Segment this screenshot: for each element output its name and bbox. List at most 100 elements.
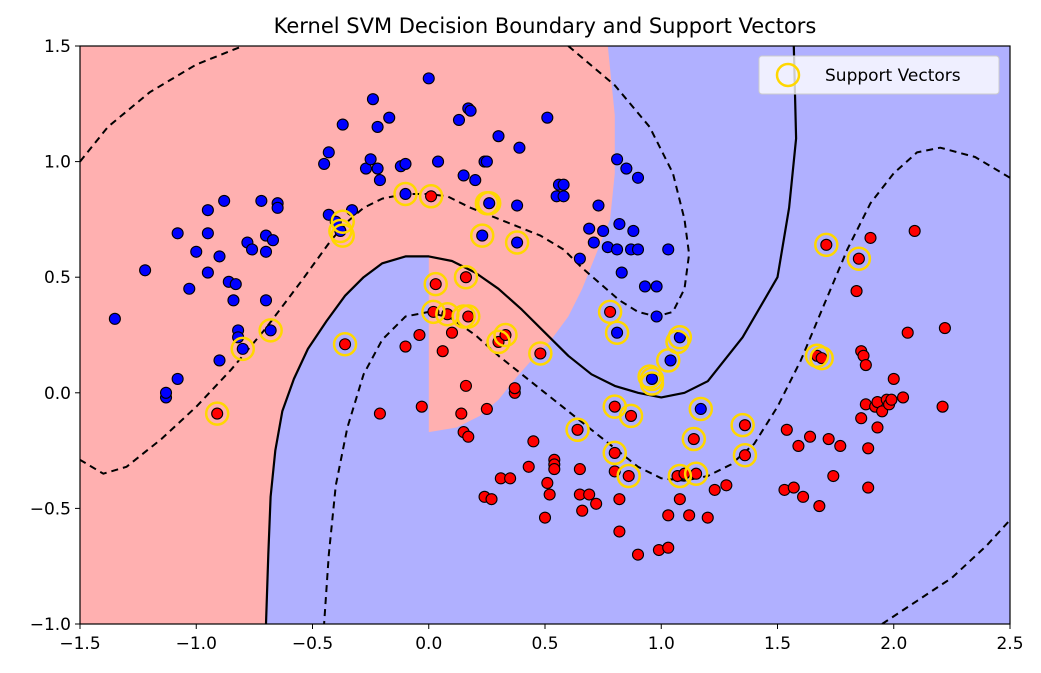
data-point-class0 (597, 224, 610, 238)
data-point-class1 (571, 423, 584, 436)
data-point-class1 (613, 493, 626, 506)
region-class0 (80, 46, 615, 624)
data-point-class1 (415, 400, 428, 413)
data-point-class1 (738, 449, 752, 462)
data-point-class0 (476, 229, 489, 242)
data-point-class0 (259, 245, 273, 258)
data-point-class1 (613, 525, 626, 538)
support-vector-ring (258, 318, 283, 343)
data-point-class1 (508, 382, 521, 395)
data-point-class0 (662, 243, 675, 256)
data-point-class1 (871, 421, 884, 434)
data-point-class1 (862, 442, 875, 455)
data-point-class0 (492, 130, 505, 143)
support-vector-ring (456, 304, 481, 329)
x-tick-label: 1.0 (648, 634, 675, 654)
data-point-class0 (587, 236, 600, 249)
data-point-class1 (624, 409, 638, 422)
margin-line (881, 519, 1010, 624)
data-point-class0 (201, 266, 214, 279)
data-point-class0 (213, 354, 226, 367)
data-point-class1 (859, 359, 872, 372)
data-point-class1 (936, 400, 949, 413)
x-tick-label: 2.5 (996, 634, 1023, 654)
data-point-class0 (108, 312, 121, 325)
data-point-class1 (690, 467, 703, 480)
data-point-class0 (469, 174, 482, 187)
data-point-class0 (457, 169, 470, 182)
support-vector-ring (332, 331, 358, 357)
data-point-class0 (218, 194, 231, 207)
data-point-class1 (590, 497, 603, 510)
support-vector-ring (418, 184, 444, 209)
data-point-class1 (908, 224, 921, 238)
data-point-class1 (803, 430, 817, 443)
data-point-class0 (631, 243, 645, 256)
support-vector-ring (330, 209, 355, 234)
data-point-class0 (371, 120, 384, 133)
data-point-class0 (399, 157, 412, 170)
data-point-class1 (504, 472, 517, 485)
data-point-class0 (541, 111, 554, 124)
decision-boundary-lines (80, 46, 1010, 624)
data-point-class1 (862, 481, 875, 494)
data-point-class1 (480, 402, 493, 416)
data-point-class0 (336, 118, 349, 131)
data-point-class1 (738, 419, 752, 432)
data-point-class1 (887, 372, 900, 385)
data-point-class1 (608, 446, 621, 459)
support-vector-ring (421, 299, 446, 325)
data-point-class1 (885, 393, 898, 406)
data-point-class1 (527, 435, 540, 448)
margin-line (323, 146, 1010, 624)
data-point-class0 (611, 326, 624, 339)
x-tick-label: −0.5 (292, 634, 333, 654)
support-vector-ring (732, 442, 758, 468)
support-vector-ring (493, 322, 518, 348)
support-vector-ring (393, 181, 418, 207)
y-tick-label: −0.5 (30, 499, 71, 519)
data-point-class1 (576, 504, 589, 517)
data-point-class0 (650, 280, 663, 293)
support-vector-ring (667, 325, 693, 350)
data-point-class1 (429, 278, 442, 291)
x-tick-label: −1.5 (59, 634, 100, 654)
data-point-class0 (613, 217, 626, 231)
support-vector-ring (604, 320, 630, 345)
data-point-class1 (827, 469, 840, 483)
data-point-class1 (608, 400, 621, 413)
data-point-class1 (459, 379, 473, 392)
x-tick-label: −1.0 (176, 634, 217, 654)
data-point-class1 (673, 493, 686, 506)
legend-box (758, 55, 1000, 95)
data-point-class0 (620, 162, 633, 175)
data-point-class0 (592, 199, 605, 212)
data-point-class0 (213, 250, 226, 263)
data-point-class0 (139, 264, 152, 277)
support-vector-rings (204, 181, 872, 489)
support-vector-ring (639, 366, 665, 392)
data-point-class1 (541, 476, 554, 490)
data-point-class1 (459, 271, 473, 284)
support-vector-ring (565, 417, 590, 443)
data-point-class0 (431, 155, 445, 168)
data-point-class1 (211, 407, 224, 420)
data-point-class1 (855, 412, 868, 425)
support-vector-ring (681, 426, 707, 452)
data-point-class0 (664, 354, 677, 367)
data-point-class1 (780, 423, 793, 436)
data-point-class0 (246, 243, 259, 256)
data-point-class1 (708, 483, 721, 496)
data-point-class0 (259, 294, 273, 307)
data-point-class1 (583, 488, 596, 501)
data-point-class0 (557, 178, 570, 191)
data-point-class0 (611, 153, 624, 166)
data-point-class1 (622, 469, 635, 483)
data-point-class1 (662, 541, 675, 554)
x-axis: −1.5 −1.0 −0.5 0.0 0.5 1.0 1.5 2.0 2.5 (59, 624, 1024, 654)
data-point-class0 (266, 234, 280, 247)
legend-marker-support-vectors (775, 62, 801, 88)
data-point-class1 (787, 481, 800, 494)
data-point-class0 (480, 155, 493, 168)
y-axis: −1.0 −0.5 0.0 0.5 1.0 1.5 (30, 37, 80, 635)
